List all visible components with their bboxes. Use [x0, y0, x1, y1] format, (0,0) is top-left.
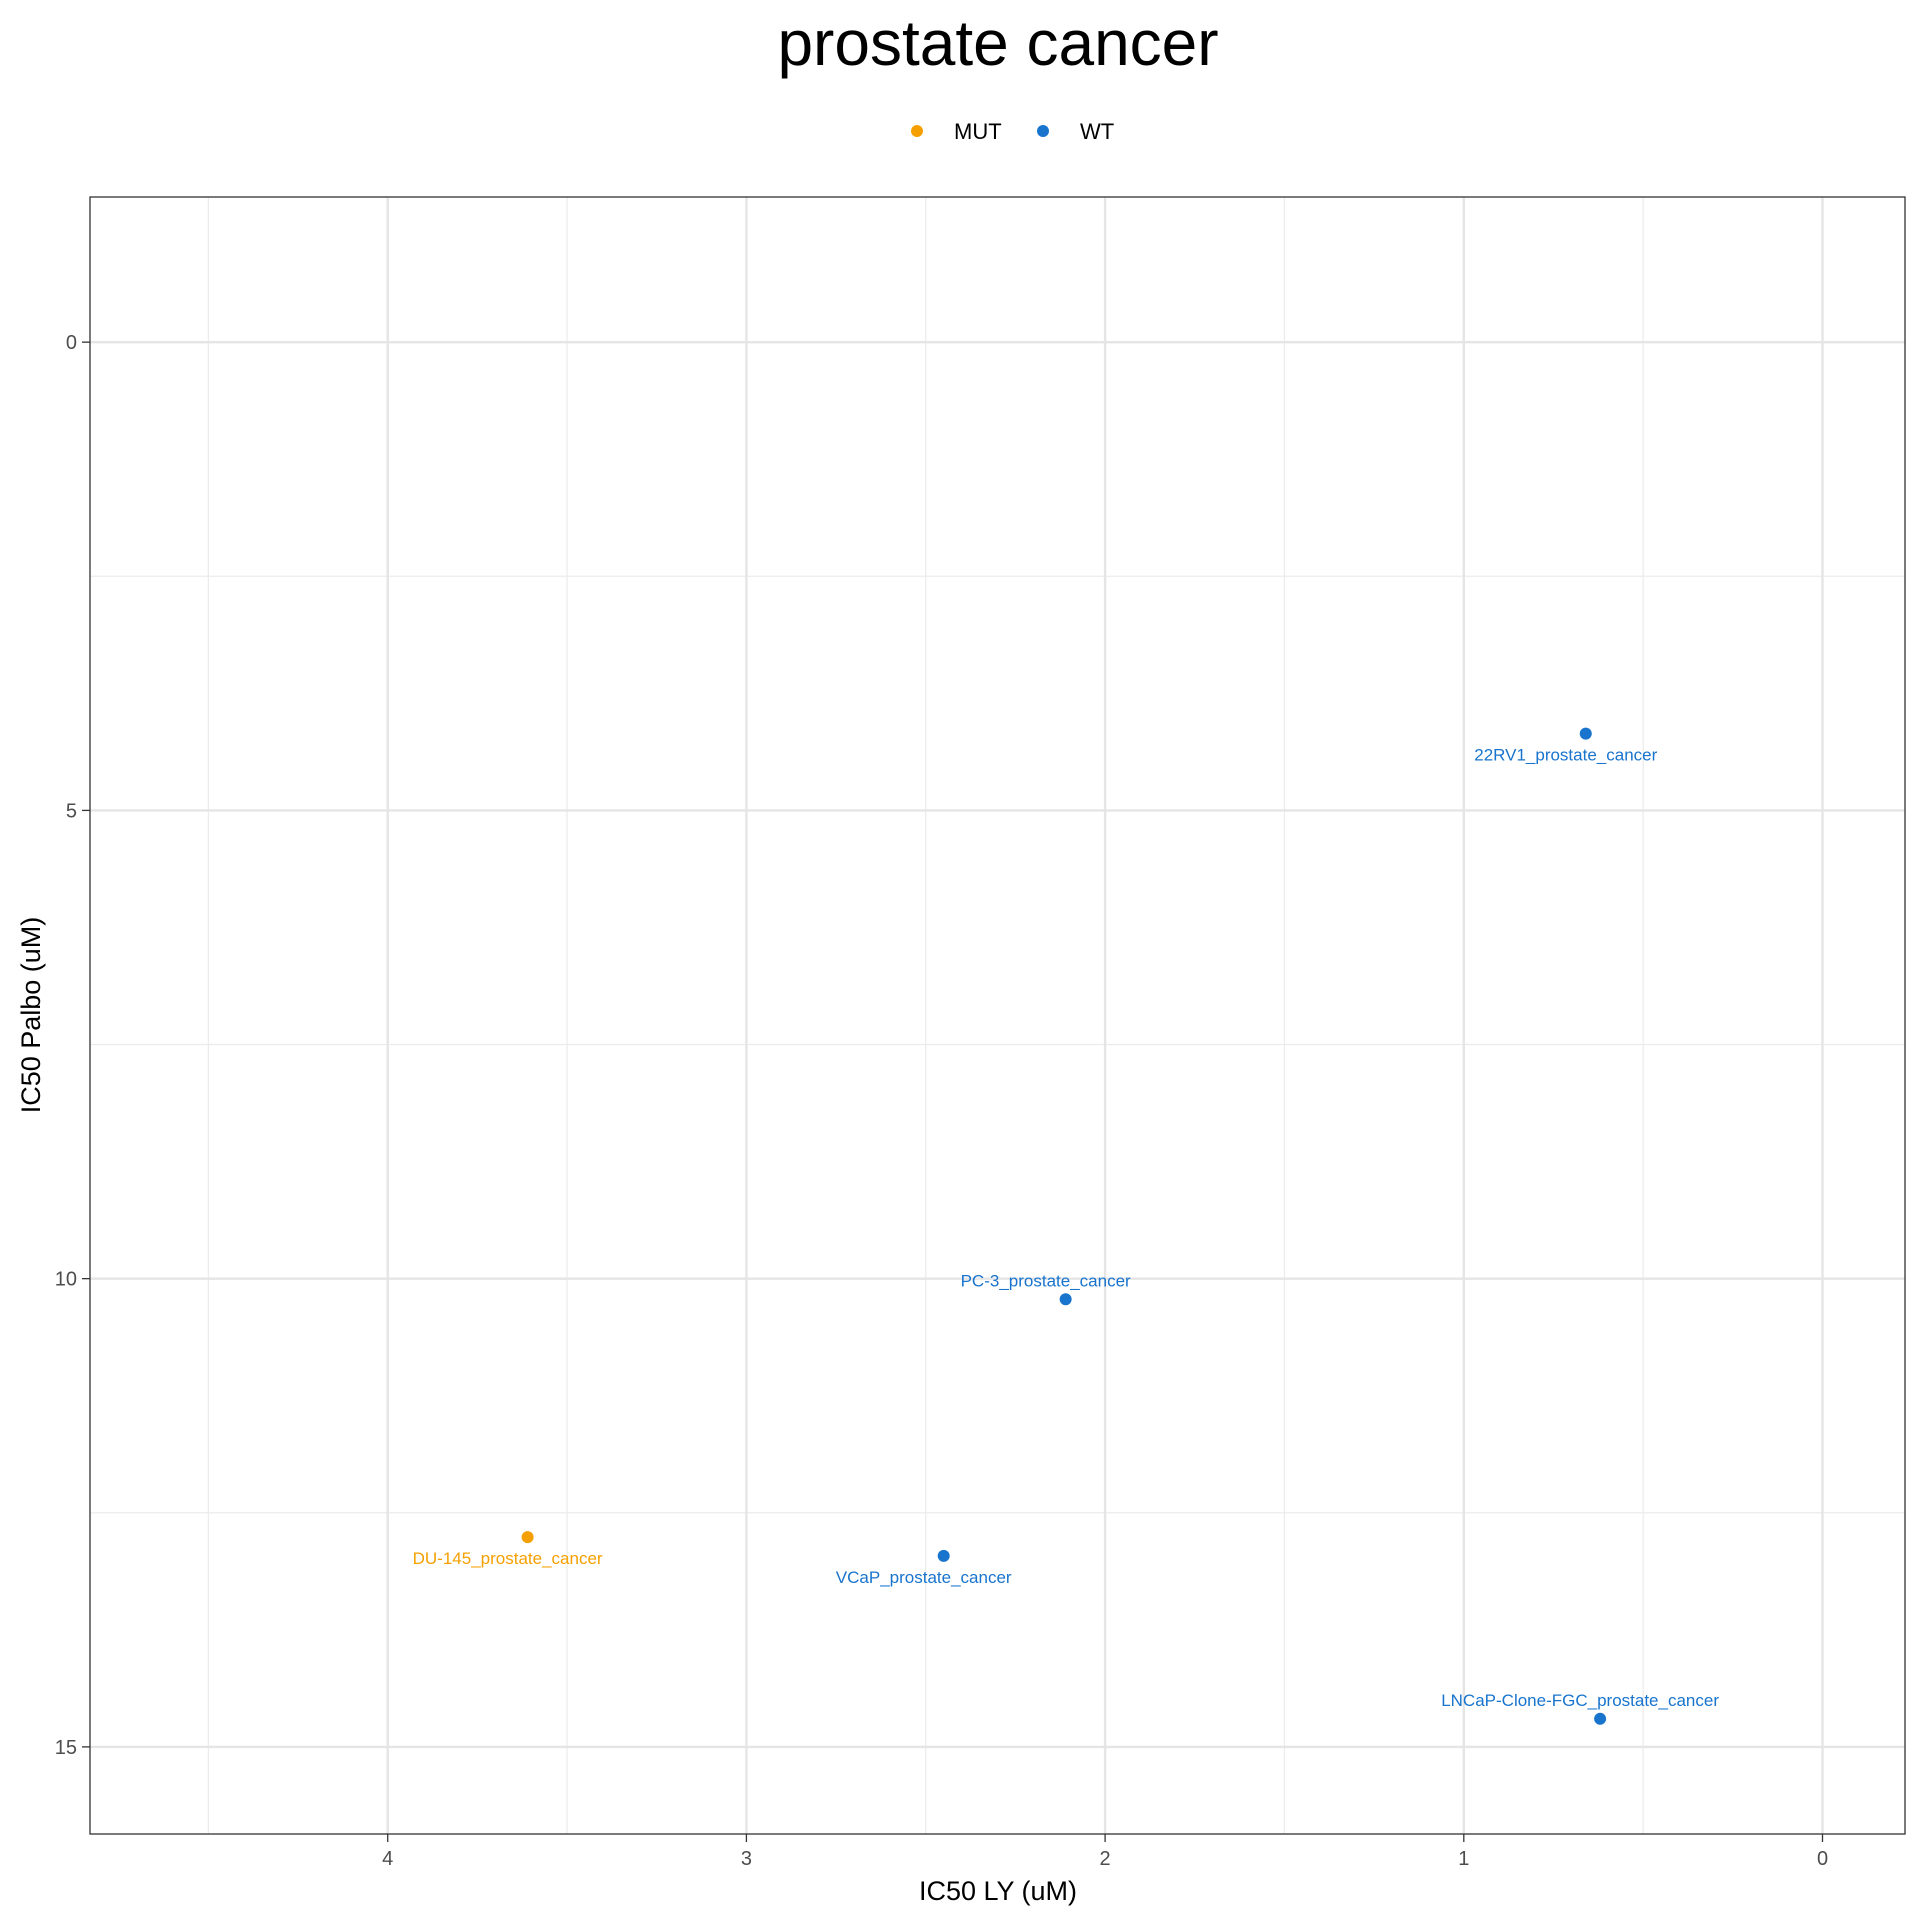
x-axis-title: IC50 LY (uM) — [919, 1876, 1077, 1906]
legend-marker-mut — [911, 125, 923, 137]
data-point-label: VCaP_prostate_cancer — [836, 1568, 1012, 1587]
y-axis: 0 5 10 15 — [55, 332, 90, 1759]
data-points — [521, 727, 1607, 1725]
data-point — [1059, 1293, 1072, 1306]
legend-label-mut: MUT — [954, 119, 1002, 144]
y-tick-label: 5 — [66, 800, 77, 822]
grid — [90, 197, 1905, 1834]
data-point — [937, 1549, 950, 1562]
legend-label-wt: WT — [1080, 119, 1114, 144]
data-point-label: 22RV1_prostate_cancer — [1474, 746, 1657, 765]
data-point-label: LNCaP-Clone-FGC_prostate_cancer — [1441, 1691, 1719, 1710]
plot-panel-border — [89, 196, 1906, 1835]
y-tick-label: 15 — [55, 1737, 77, 1759]
x-tick-label: 4 — [382, 1848, 393, 1870]
data-point — [521, 1531, 534, 1544]
x-tick-label: 0 — [1817, 1848, 1828, 1870]
point-labels: DU-145_prostate_cancer 22RV1_prostate_can… — [413, 746, 1720, 1710]
x-tick-label: 2 — [1100, 1848, 1111, 1870]
x-tick-label: 1 — [1458, 1848, 1469, 1870]
plot-panel-background — [90, 197, 1905, 1834]
data-point — [1579, 727, 1592, 740]
y-axis-title: IC50 Palbo (uM) — [16, 917, 46, 1114]
data-point-label: DU-145_prostate_cancer — [413, 1549, 603, 1568]
y-tick-label: 10 — [55, 1269, 77, 1291]
x-axis: 4 3 2 1 0 — [382, 1834, 1828, 1870]
legend: MUT WT — [911, 119, 1114, 144]
y-tick-label: 0 — [66, 332, 77, 354]
x-tick-label: 3 — [741, 1848, 752, 1870]
legend-marker-wt — [1037, 125, 1049, 137]
chart-title: prostate cancer — [777, 7, 1218, 79]
data-point-label: PC-3_prostate_cancer — [961, 1271, 1131, 1290]
data-point — [1594, 1712, 1607, 1725]
